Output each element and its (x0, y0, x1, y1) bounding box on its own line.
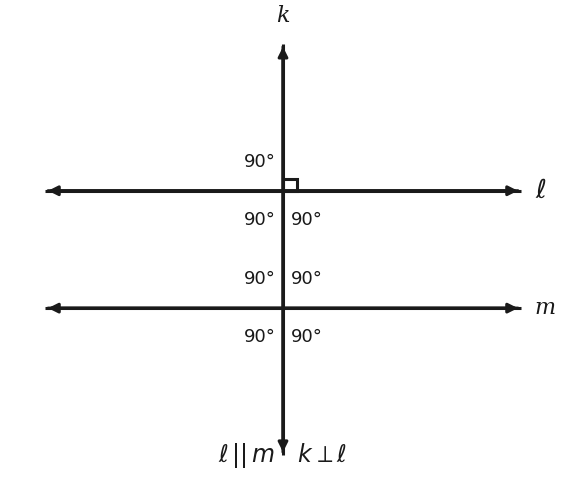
Text: 90°: 90° (291, 210, 323, 229)
Text: k: k (276, 5, 290, 27)
Text: 90°: 90° (243, 210, 275, 229)
Text: 90°: 90° (291, 270, 323, 288)
Text: $\ell$: $\ell$ (535, 178, 547, 203)
Text: 90°: 90° (291, 328, 323, 346)
Text: 90°: 90° (243, 328, 275, 346)
Text: $\ell \,||\, m \quad k \perp \ell$: $\ell \,||\, m \quad k \perp \ell$ (218, 441, 348, 469)
Text: 90°: 90° (243, 270, 275, 288)
Text: m: m (535, 297, 556, 319)
Text: 90°: 90° (243, 153, 275, 171)
